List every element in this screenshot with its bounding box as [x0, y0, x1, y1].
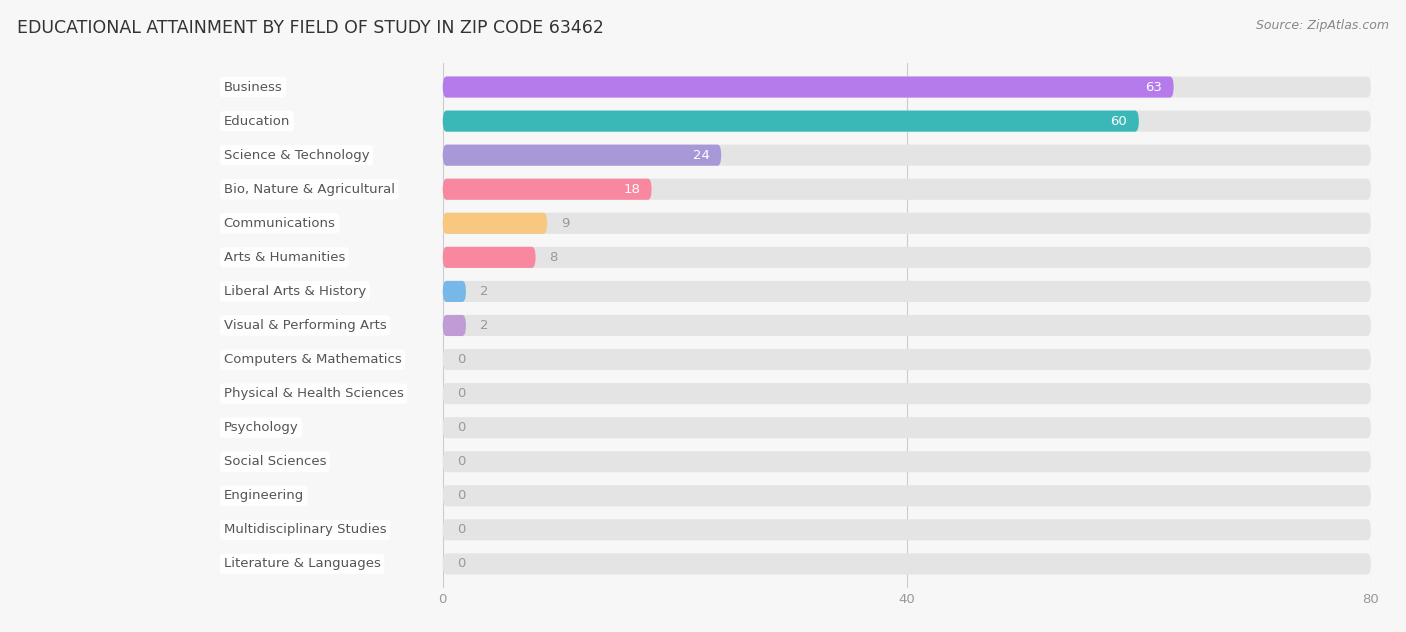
Text: 24: 24: [693, 149, 710, 162]
Text: Multidisciplinary Studies: Multidisciplinary Studies: [224, 523, 387, 537]
Text: Engineering: Engineering: [224, 489, 304, 502]
Text: Social Sciences: Social Sciences: [224, 455, 326, 468]
Text: Communications: Communications: [224, 217, 336, 230]
Text: Liberal Arts & History: Liberal Arts & History: [224, 285, 366, 298]
Text: 0: 0: [457, 387, 465, 400]
Text: Source: ZipAtlas.com: Source: ZipAtlas.com: [1256, 19, 1389, 32]
Text: Physical & Health Sciences: Physical & Health Sciences: [224, 387, 404, 400]
FancyBboxPatch shape: [443, 383, 1371, 404]
Text: 9: 9: [561, 217, 569, 230]
FancyBboxPatch shape: [443, 520, 1371, 540]
Text: Bio, Nature & Agricultural: Bio, Nature & Agricultural: [224, 183, 395, 196]
FancyBboxPatch shape: [443, 554, 1371, 574]
FancyBboxPatch shape: [443, 246, 1371, 268]
FancyBboxPatch shape: [443, 179, 651, 200]
Text: 8: 8: [550, 251, 558, 264]
Text: 0: 0: [457, 523, 465, 537]
Text: Science & Technology: Science & Technology: [224, 149, 370, 162]
Text: 0: 0: [457, 353, 465, 366]
FancyBboxPatch shape: [443, 76, 1371, 97]
Text: Computers & Mathematics: Computers & Mathematics: [224, 353, 402, 366]
Text: 2: 2: [479, 319, 488, 332]
FancyBboxPatch shape: [443, 485, 1371, 506]
FancyBboxPatch shape: [443, 246, 536, 268]
FancyBboxPatch shape: [443, 315, 465, 336]
Text: Arts & Humanities: Arts & Humanities: [224, 251, 344, 264]
Text: Literature & Languages: Literature & Languages: [224, 557, 381, 571]
Text: 18: 18: [623, 183, 640, 196]
Text: Visual & Performing Arts: Visual & Performing Arts: [224, 319, 387, 332]
FancyBboxPatch shape: [443, 111, 1139, 131]
Text: 2: 2: [479, 285, 488, 298]
FancyBboxPatch shape: [443, 213, 1371, 234]
FancyBboxPatch shape: [443, 145, 1371, 166]
FancyBboxPatch shape: [443, 281, 465, 302]
FancyBboxPatch shape: [443, 281, 1371, 302]
Text: Psychology: Psychology: [224, 421, 298, 434]
Text: 60: 60: [1111, 114, 1128, 128]
FancyBboxPatch shape: [443, 179, 1371, 200]
FancyBboxPatch shape: [443, 111, 1371, 131]
Text: Education: Education: [224, 114, 290, 128]
Text: 0: 0: [457, 421, 465, 434]
FancyBboxPatch shape: [443, 417, 1371, 438]
Text: Business: Business: [224, 80, 283, 94]
FancyBboxPatch shape: [443, 315, 1371, 336]
Text: EDUCATIONAL ATTAINMENT BY FIELD OF STUDY IN ZIP CODE 63462: EDUCATIONAL ATTAINMENT BY FIELD OF STUDY…: [17, 19, 603, 37]
Text: 63: 63: [1144, 80, 1161, 94]
FancyBboxPatch shape: [443, 451, 1371, 472]
Text: 0: 0: [457, 489, 465, 502]
Text: 0: 0: [457, 557, 465, 571]
FancyBboxPatch shape: [443, 145, 721, 166]
FancyBboxPatch shape: [443, 349, 1371, 370]
Text: 0: 0: [457, 455, 465, 468]
FancyBboxPatch shape: [443, 213, 547, 234]
FancyBboxPatch shape: [443, 76, 1174, 97]
